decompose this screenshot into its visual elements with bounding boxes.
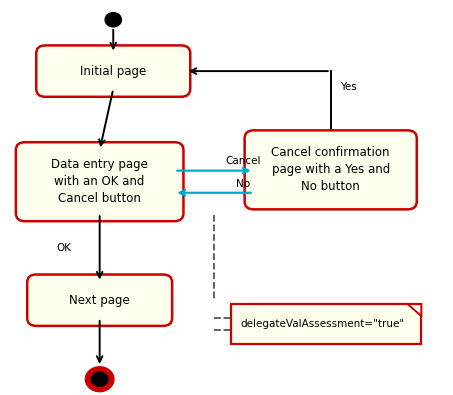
Text: delegateValAssessment="true": delegateValAssessment="true": [241, 319, 405, 329]
FancyBboxPatch shape: [36, 45, 190, 97]
Text: OK: OK: [56, 243, 71, 253]
Circle shape: [85, 367, 114, 392]
Text: Initial page: Initial page: [80, 65, 146, 77]
Text: No: No: [236, 179, 250, 189]
FancyBboxPatch shape: [231, 304, 421, 344]
FancyBboxPatch shape: [16, 142, 183, 221]
Text: Cancel: Cancel: [225, 156, 260, 166]
FancyBboxPatch shape: [245, 130, 417, 209]
Circle shape: [92, 372, 108, 386]
FancyBboxPatch shape: [27, 275, 172, 326]
Text: Yes: Yes: [341, 82, 357, 92]
Text: Cancel confirmation
page with a Yes and
No button: Cancel confirmation page with a Yes and …: [271, 147, 390, 193]
Text: Next page: Next page: [69, 294, 130, 307]
Polygon shape: [408, 304, 421, 316]
Text: Data entry page
with an OK and
Cancel button: Data entry page with an OK and Cancel bu…: [51, 158, 148, 205]
Circle shape: [105, 13, 121, 27]
